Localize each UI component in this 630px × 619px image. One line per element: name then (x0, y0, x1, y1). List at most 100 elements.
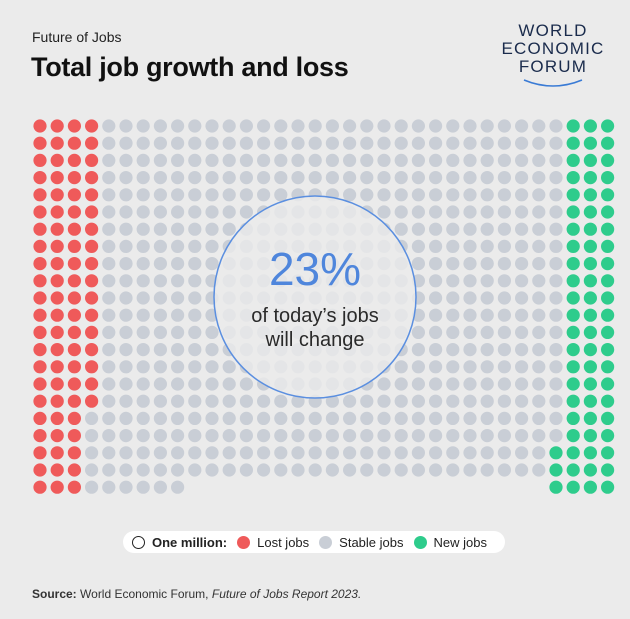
waffle-dot-lost (67, 188, 81, 202)
logo-line-1: WORLD (518, 21, 588, 40)
waffle-dot-stable (325, 446, 339, 460)
waffle-dot-stable (257, 119, 271, 133)
waffle-dot-stable (515, 291, 529, 305)
waffle-dot-stable (188, 239, 202, 253)
waffle-dot-stable (497, 325, 511, 339)
waffle-dot-stable (394, 188, 408, 202)
waffle-dot-lost (50, 463, 64, 477)
legend-unit-swatch (132, 535, 145, 549)
waffle-dot-stable (532, 205, 546, 219)
waffle-dot-stable (411, 205, 425, 219)
waffle-dot-lost (67, 480, 81, 494)
waffle-dot-stable (171, 239, 185, 253)
chart-title: Total job growth and loss (31, 52, 349, 82)
waffle-dot-lost (33, 153, 47, 167)
waffle-dot-lost (85, 257, 99, 271)
waffle-dot-stable (515, 257, 529, 271)
waffle-dot-stable (343, 188, 357, 202)
waffle-dot-stable (274, 119, 288, 133)
waffle-dot-stable (497, 308, 511, 322)
waffle-dot-stable (549, 171, 563, 185)
waffle-dot-stable (411, 136, 425, 150)
waffle-dot-stable (377, 153, 391, 167)
waffle-dot-stable (429, 463, 443, 477)
waffle-dot-stable (394, 446, 408, 460)
waffle-dot-stable (136, 188, 150, 202)
waffle-dot-new (549, 463, 563, 477)
waffle-dot-stable (222, 153, 236, 167)
legend-new-label: New jobs (433, 534, 487, 550)
waffle-dot-stable (463, 360, 477, 374)
waffle-dot-lost (85, 205, 99, 219)
legend-stable-swatch (319, 535, 333, 549)
waffle-dot-stable (308, 446, 322, 460)
waffle-dot-stable (308, 429, 322, 443)
waffle-dot-new (583, 325, 598, 339)
waffle-dot-lost (50, 171, 64, 185)
waffle-dot-stable (515, 274, 529, 288)
waffle-dot-stable (102, 222, 116, 236)
waffle-dot-lost (33, 308, 47, 322)
waffle-dot-lost (50, 239, 64, 253)
waffle-dot-stable (446, 429, 460, 443)
waffle-dot-lost (50, 446, 64, 460)
legend-new-swatch (413, 535, 427, 549)
waffle-dot-stable (497, 394, 511, 408)
waffle-dot-new (583, 119, 598, 133)
waffle-dot-stable (119, 188, 133, 202)
waffle-dot-stable (532, 360, 546, 374)
waffle-dot-stable (102, 274, 116, 288)
waffle-dot-stable (446, 394, 460, 408)
waffle-dot-stable (497, 463, 511, 477)
waffle-dot-stable (153, 171, 167, 185)
waffle-dot-stable (446, 377, 460, 391)
waffle-dot-stable (446, 308, 460, 322)
waffle-dot-stable (497, 343, 511, 357)
waffle-dot-stable (188, 463, 202, 477)
waffle-dot-lost (85, 171, 99, 185)
waffle-dot-stable (429, 360, 443, 374)
waffle-dot-stable (136, 119, 150, 133)
waffle-dot-new (583, 153, 598, 167)
waffle-dot-stable (480, 411, 494, 425)
waffle-dot-stable (532, 222, 546, 236)
waffle-dot-stable (394, 119, 408, 133)
waffle-dot-lost (33, 377, 47, 391)
waffle-dot-stable (532, 239, 546, 253)
waffle-dot-stable (360, 153, 374, 167)
waffle-dot-stable (274, 463, 288, 477)
waffle-dot-lost (85, 153, 99, 167)
waffle-dot-stable (446, 188, 460, 202)
waffle-dot-stable (85, 429, 99, 443)
waffle-dot-new (549, 480, 563, 494)
waffle-dot-stable (136, 377, 150, 391)
waffle-dot-stable (497, 153, 511, 167)
waffle-dot-stable (532, 308, 546, 322)
waffle-dot-stable (222, 463, 236, 477)
waffle-dot-stable (102, 377, 116, 391)
waffle-dot-stable (153, 394, 167, 408)
waffle-dot-stable (188, 171, 202, 185)
waffle-dot-stable (360, 171, 374, 185)
waffle-dot-stable (343, 463, 357, 477)
waffle-dot-stable (257, 429, 271, 443)
callout-circle (213, 195, 417, 399)
waffle-dot-stable (205, 325, 219, 339)
waffle-dot-stable (102, 463, 116, 477)
waffle-dot-stable (549, 291, 563, 305)
waffle-dot-stable (463, 136, 477, 150)
waffle-dot-lost (33, 291, 47, 305)
waffle-dot-stable (274, 429, 288, 443)
waffle-dot-stable (308, 463, 322, 477)
callout-line-2: will change (265, 329, 365, 351)
waffle-dot-stable (153, 291, 167, 305)
waffle-dot-stable (205, 377, 219, 391)
waffle-dot-stable (446, 205, 460, 219)
waffle-dot-stable (377, 411, 391, 425)
waffle-dot-stable (325, 153, 339, 167)
legend-stable: Stable jobs (319, 535, 404, 550)
waffle-dot-stable (102, 119, 116, 133)
waffle-dot-stable (102, 480, 116, 494)
waffle-dot-stable (360, 394, 374, 408)
source-report: Future of Jobs Report 2023. (211, 587, 362, 601)
